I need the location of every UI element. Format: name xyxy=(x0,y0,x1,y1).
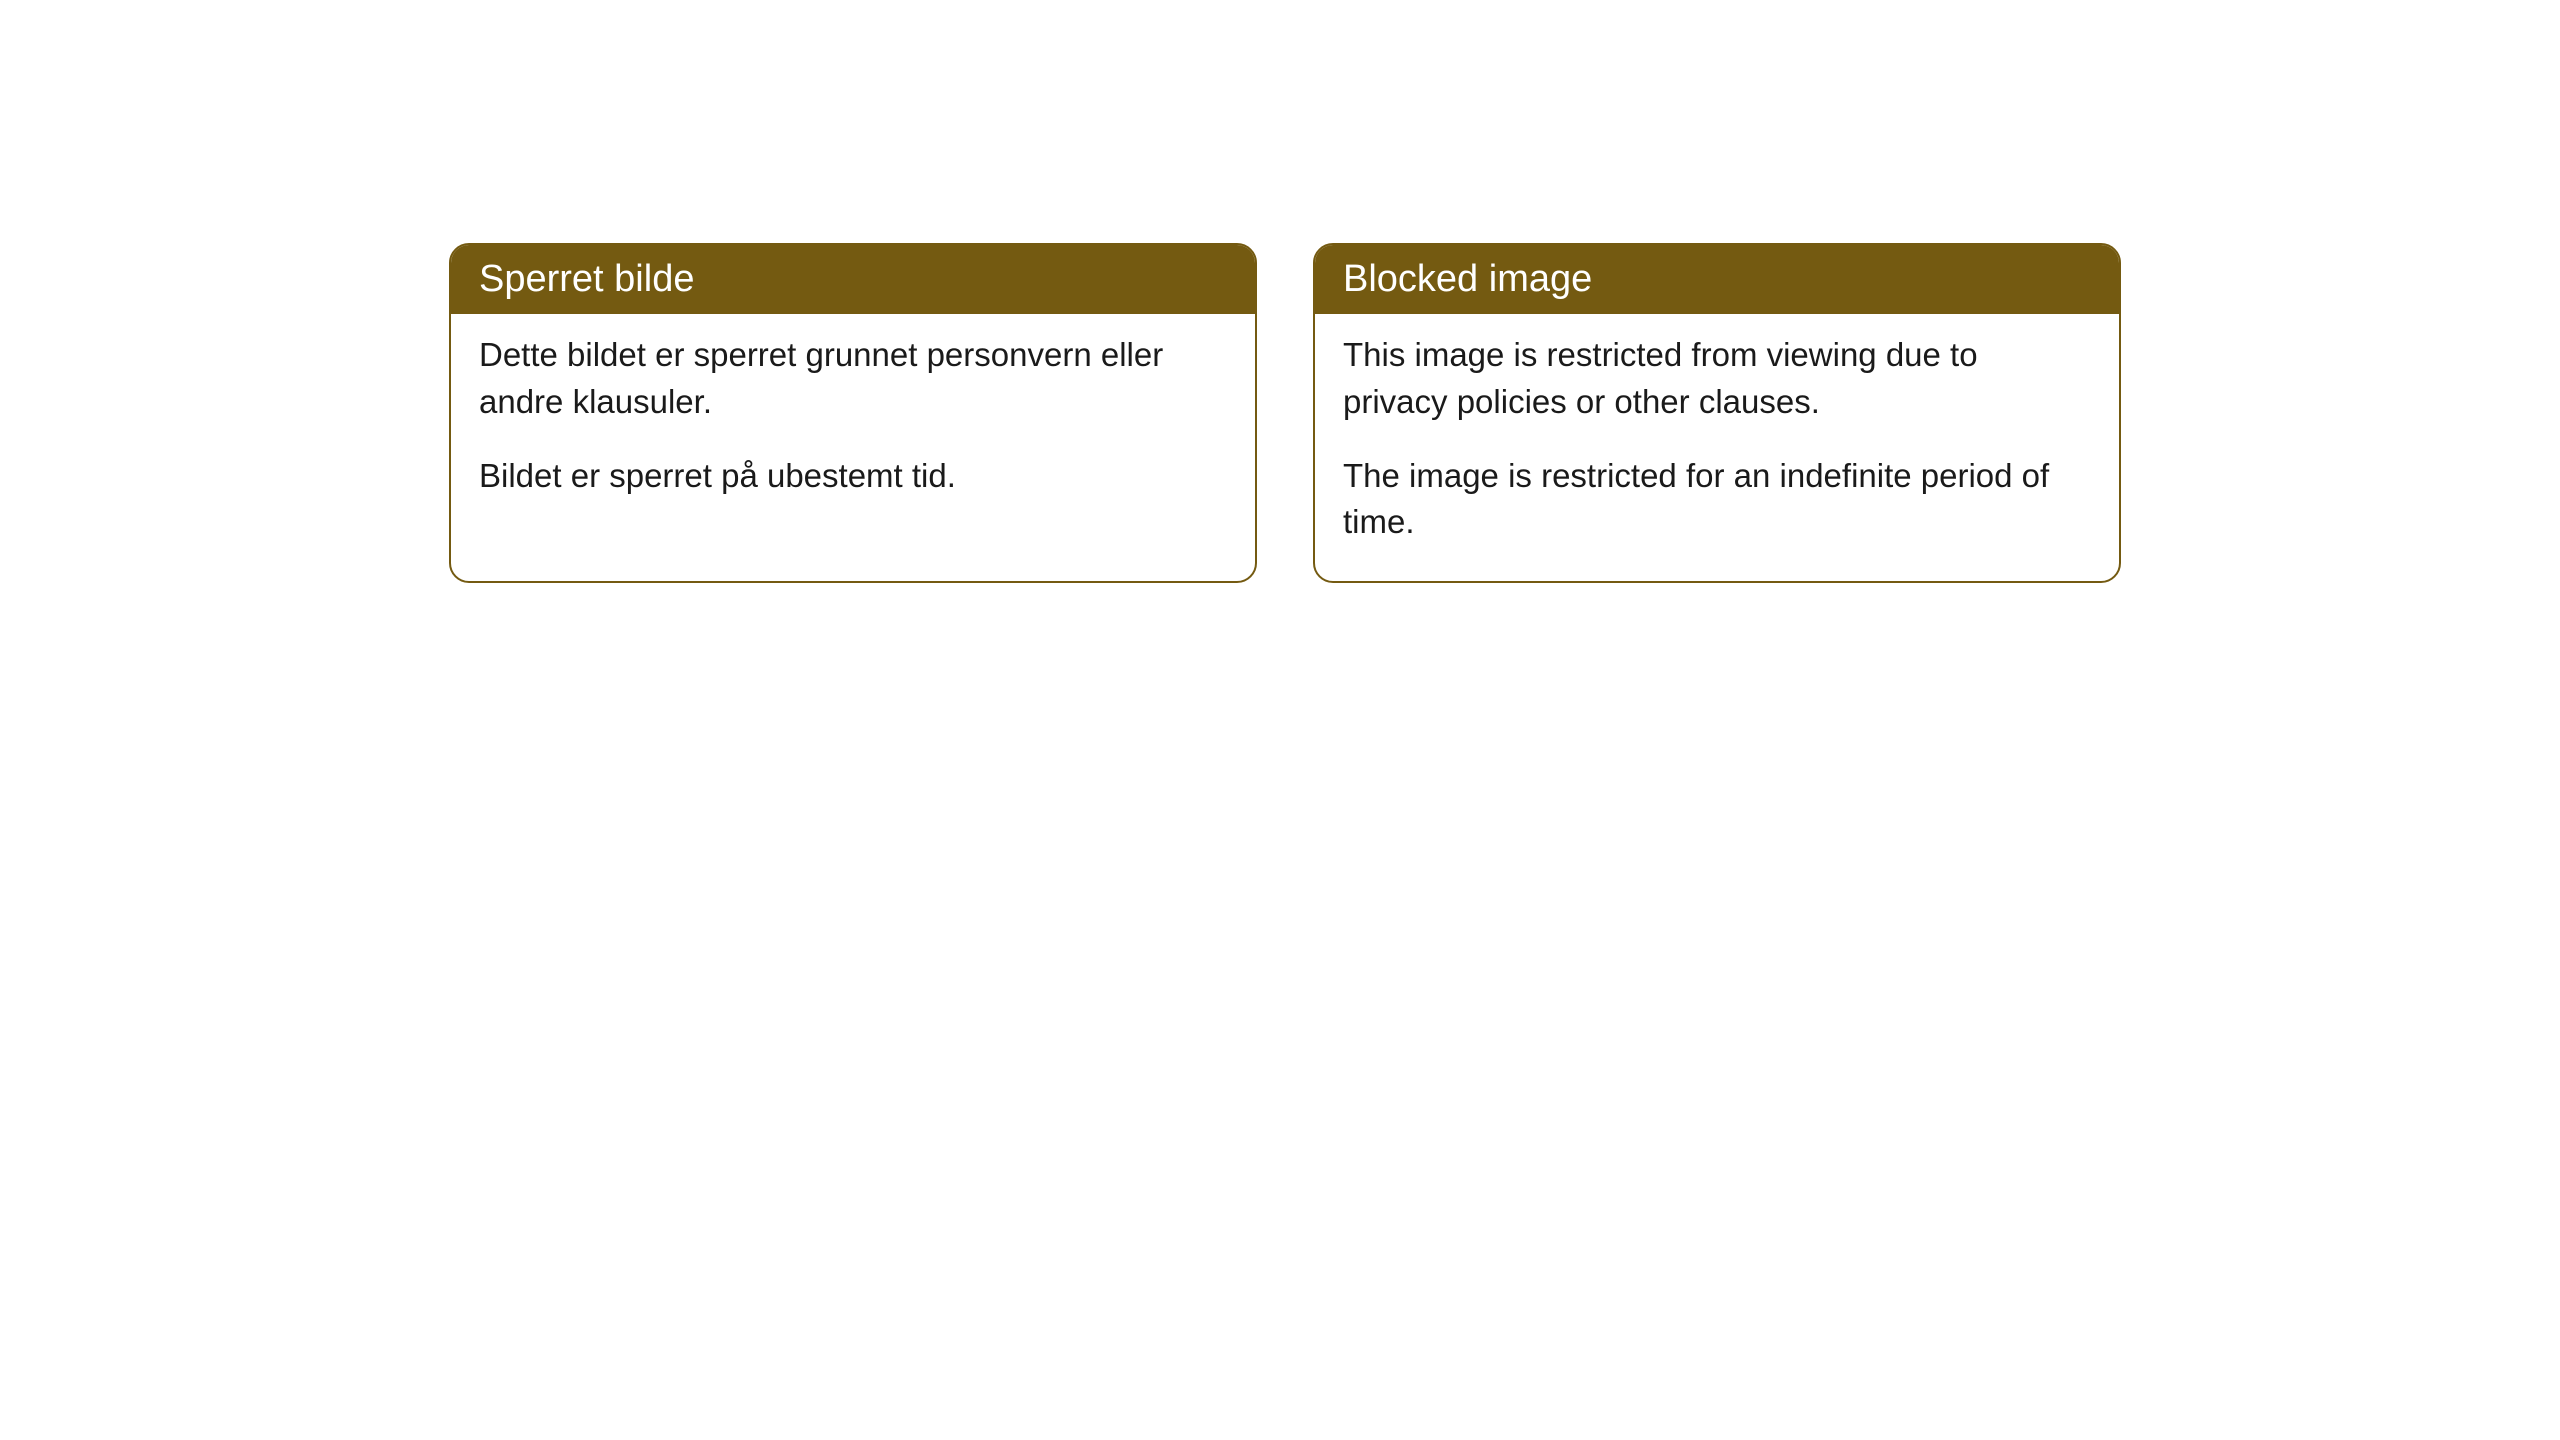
notice-text-1: This image is restricted from viewing du… xyxy=(1343,332,2091,424)
notice-container: Sperret bilde Dette bildet er sperret gr… xyxy=(449,243,2121,583)
card-header: Blocked image xyxy=(1315,245,2119,314)
notice-text-2: The image is restricted for an indefinit… xyxy=(1343,453,2091,545)
notice-text-2: Bildet er sperret på ubestemt tid. xyxy=(479,453,1227,499)
card-header: Sperret bilde xyxy=(451,245,1255,314)
card-body: Dette bildet er sperret grunnet personve… xyxy=(451,314,1255,535)
notice-card-english: Blocked image This image is restricted f… xyxy=(1313,243,2121,583)
notice-text-1: Dette bildet er sperret grunnet personve… xyxy=(479,332,1227,424)
notice-card-norwegian: Sperret bilde Dette bildet er sperret gr… xyxy=(449,243,1257,583)
card-body: This image is restricted from viewing du… xyxy=(1315,314,2119,581)
